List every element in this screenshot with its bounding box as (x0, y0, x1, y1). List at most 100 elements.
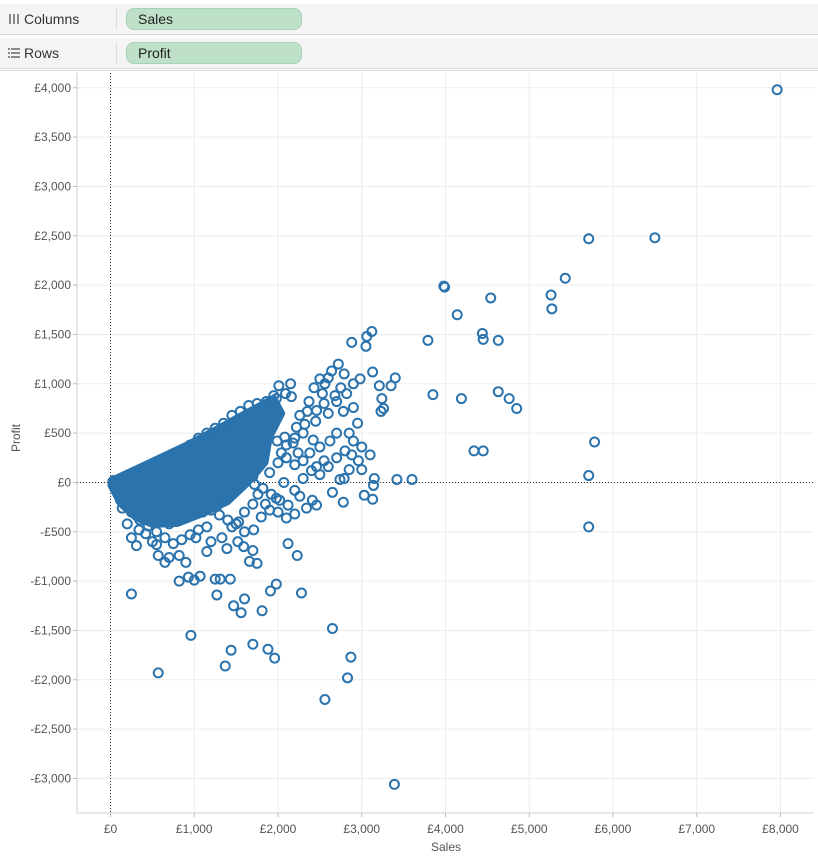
data-point (649, 232, 661, 244)
data-point (367, 366, 379, 378)
data-point (337, 405, 349, 417)
data-point (239, 506, 250, 518)
data-point (294, 490, 306, 502)
data-point (332, 358, 344, 370)
data-point (289, 432, 301, 444)
data-point (545, 289, 557, 301)
data-point (310, 415, 322, 427)
profit-pill-label: Profit (138, 45, 171, 61)
data-point (376, 393, 388, 405)
points-layer (107, 84, 783, 790)
data-point (378, 402, 390, 414)
data-point (247, 638, 259, 650)
data-point (285, 391, 297, 403)
data-point (583, 470, 595, 482)
data-point (391, 474, 403, 486)
data-point (273, 380, 285, 392)
data-point (364, 449, 376, 461)
data-point (352, 417, 364, 429)
data-point (265, 488, 277, 500)
y-tick-label: -£1,500 (30, 623, 71, 637)
data-point (326, 622, 338, 634)
data-point (492, 334, 504, 346)
x-tick-label: £4,000 (427, 822, 464, 836)
data-point (221, 543, 233, 555)
data-point (329, 390, 341, 402)
data-point (219, 660, 231, 672)
data-point (225, 644, 237, 656)
data-point (322, 461, 334, 473)
y-tick-label: £3,000 (34, 179, 71, 193)
sales-pill[interactable]: Sales (126, 8, 302, 30)
data-point (244, 555, 256, 567)
columns-icon (9, 14, 19, 24)
data-point (159, 532, 171, 544)
data-point (278, 476, 290, 488)
data-point (272, 457, 284, 469)
data-point (314, 373, 326, 385)
data-point (264, 585, 276, 597)
data-point (477, 333, 489, 345)
data-point (257, 482, 269, 494)
x-tick-label: £0 (104, 822, 118, 836)
y-tick-label: £500 (44, 426, 71, 440)
data-point (280, 388, 292, 400)
data-point (239, 593, 250, 605)
columns-shelf: Columns Sales (0, 4, 818, 35)
data-point (339, 445, 351, 457)
dense-point-cluster (107, 394, 286, 528)
data-point (326, 486, 338, 498)
data-point (356, 441, 368, 453)
data-point (314, 441, 326, 453)
data-point (583, 521, 595, 533)
data-point (230, 518, 242, 530)
data-point (360, 340, 372, 352)
profit-pill[interactable]: Profit (126, 42, 302, 64)
data-point (455, 393, 467, 405)
data-point (337, 496, 349, 508)
data-point (303, 396, 315, 408)
data-point (222, 514, 234, 526)
data-point (167, 538, 179, 550)
data-point (331, 452, 343, 464)
data-point (347, 435, 359, 447)
y-tick-label: -£500 (40, 525, 71, 539)
data-point (352, 455, 364, 467)
data-point (477, 445, 489, 457)
data-point (125, 532, 137, 544)
data-point (342, 672, 354, 684)
data-point (388, 778, 400, 790)
data-point (358, 489, 370, 501)
data-point (152, 549, 164, 561)
data-point (451, 309, 463, 321)
y-tick-label: £1,500 (34, 327, 71, 341)
data-point (318, 398, 330, 410)
data-point (294, 409, 306, 421)
data-point (331, 396, 343, 408)
data-point (290, 421, 302, 433)
data-point (559, 272, 571, 284)
data-point (324, 435, 336, 447)
data-point (476, 327, 488, 339)
data-point (307, 434, 319, 446)
data-point (511, 402, 523, 414)
data-point (311, 404, 323, 416)
zero-lines (77, 73, 814, 813)
data-point (211, 589, 223, 601)
x-axis-label: Sales (431, 840, 461, 854)
data-point (331, 427, 343, 439)
data-point (291, 549, 303, 561)
data-point (256, 605, 268, 617)
data-point (439, 281, 451, 293)
data-point (247, 545, 259, 557)
data-point (427, 389, 439, 401)
data-point (216, 532, 228, 544)
data-point (346, 336, 358, 348)
data-point (213, 509, 225, 521)
data-point (282, 499, 294, 511)
data-point (289, 459, 301, 471)
data-point (367, 479, 379, 491)
data-point (233, 516, 245, 528)
y-axis-label: Profit (9, 423, 23, 452)
data-point (468, 445, 480, 457)
